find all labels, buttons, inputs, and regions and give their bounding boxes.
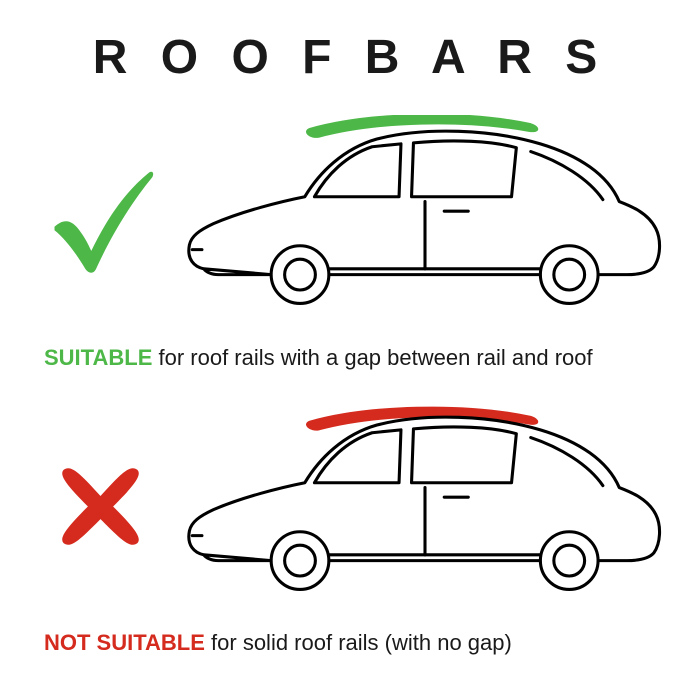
page-title: R O O F B A R S <box>20 30 680 85</box>
caption-rest: for roof rails with a gap between rail a… <box>152 345 592 370</box>
car-slot <box>170 401 680 613</box>
caption-not-suitable: NOT SUITABLE for solid roof rails (with … <box>20 630 680 656</box>
row-not-suitable: NOT SUITABLE for solid roof rails (with … <box>20 401 680 657</box>
caption-rest: for solid roof rails (with no gap) <box>205 630 512 655</box>
caption-lead: NOT SUITABLE <box>44 630 205 655</box>
symbol-slot <box>30 151 170 291</box>
car-slot <box>170 115 680 327</box>
cross-icon <box>48 449 153 564</box>
illustration-row <box>20 115 680 327</box>
row-suitable: SUITABLE for roof rails with a gap betwe… <box>20 115 680 371</box>
car-diagram-suitable <box>175 115 675 327</box>
check-icon <box>43 151 158 291</box>
car-diagram-not-suitable <box>175 401 675 613</box>
caption-lead: SUITABLE <box>44 345 152 370</box>
symbol-slot <box>30 449 170 564</box>
infographic-page: R O O F B A R S SUITABLE for roof rails … <box>0 0 700 700</box>
caption-suitable: SUITABLE for roof rails with a gap betwe… <box>20 345 680 371</box>
illustration-row <box>20 401 680 613</box>
